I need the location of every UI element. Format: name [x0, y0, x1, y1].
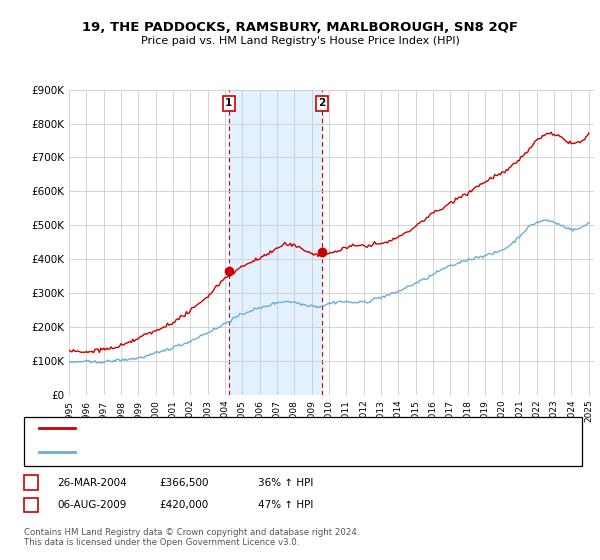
Text: HPI: Average price, detached house, Wiltshire: HPI: Average price, detached house, Wilt…	[81, 447, 305, 458]
Text: 2: 2	[28, 500, 35, 510]
Text: Price paid vs. HM Land Registry's House Price Index (HPI): Price paid vs. HM Land Registry's House …	[140, 36, 460, 46]
Text: 26-MAR-2004: 26-MAR-2004	[57, 478, 127, 488]
Text: 36% ↑ HPI: 36% ↑ HPI	[258, 478, 313, 488]
Text: 06-AUG-2009: 06-AUG-2009	[57, 500, 127, 510]
Text: Contains HM Land Registry data © Crown copyright and database right 2024.
This d: Contains HM Land Registry data © Crown c…	[24, 528, 359, 547]
Text: £366,500: £366,500	[159, 478, 209, 488]
Text: 19, THE PADDOCKS, RAMSBURY, MARLBOROUGH, SN8 2QF (detached house): 19, THE PADDOCKS, RAMSBURY, MARLBOROUGH,…	[81, 423, 458, 433]
Text: 1: 1	[226, 98, 233, 108]
Text: 47% ↑ HPI: 47% ↑ HPI	[258, 500, 313, 510]
Text: £420,000: £420,000	[159, 500, 208, 510]
Bar	[229, 90, 322, 395]
Text: 1: 1	[28, 478, 35, 488]
Text: 19, THE PADDOCKS, RAMSBURY, MARLBOROUGH, SN8 2QF: 19, THE PADDOCKS, RAMSBURY, MARLBOROUGH,…	[82, 21, 518, 34]
Text: 2: 2	[318, 98, 325, 108]
